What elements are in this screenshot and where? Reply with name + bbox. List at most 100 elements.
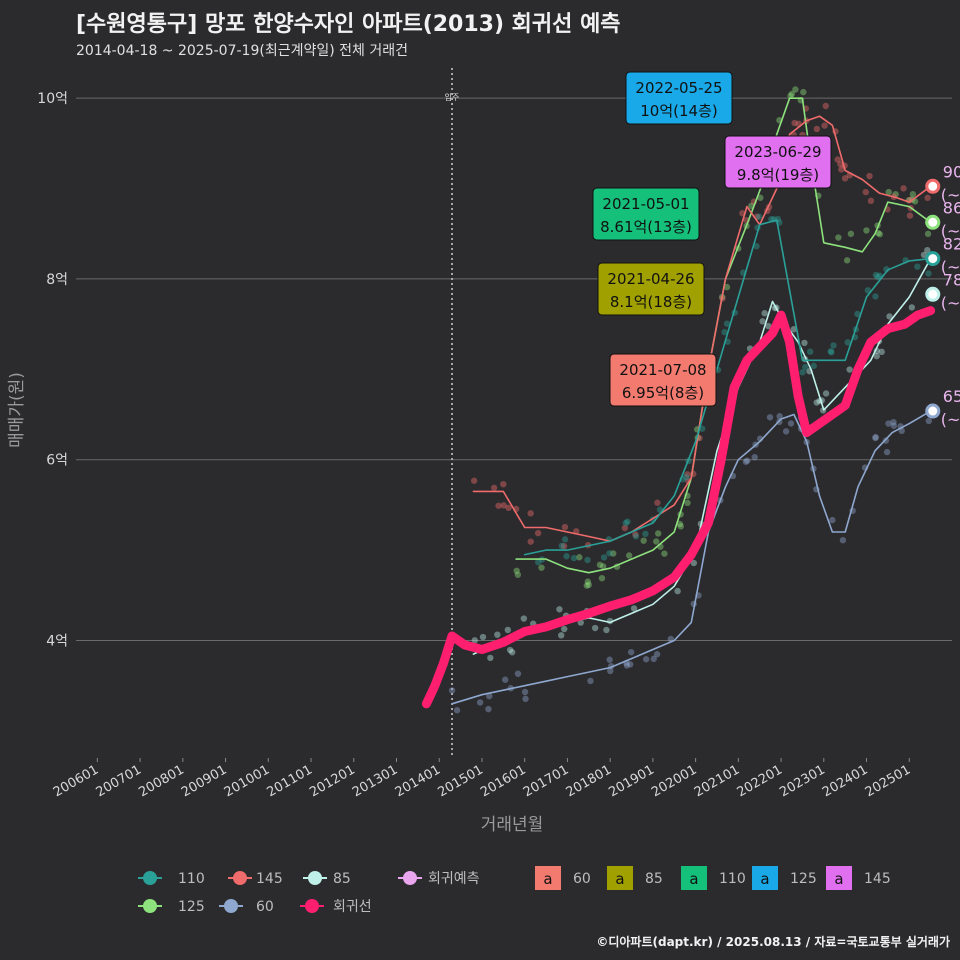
- scatter-point: [800, 88, 807, 96]
- scatter-point: [792, 86, 799, 93]
- legend-item: 145: [228, 871, 283, 887]
- scatter-point: [625, 552, 633, 559]
- scatter-point: [813, 399, 820, 406]
- scatter-point: [585, 581, 592, 589]
- scatter-point: [561, 536, 569, 543]
- scatter-point: [557, 632, 565, 639]
- scatter-point: [479, 633, 487, 641]
- legend-box-label: 145: [864, 871, 891, 887]
- forecast-size-label: (~85㎡): [941, 293, 960, 312]
- annotation-box: 2021-05-01 8.61억(13층): [592, 187, 700, 241]
- scatter-point: [556, 606, 563, 613]
- scatter-point: [683, 473, 690, 481]
- legend-box-label: 110: [719, 871, 746, 887]
- scatter-point: [520, 615, 528, 622]
- legend-key-dot: [308, 871, 322, 885]
- forecast-value-label: 78,300: [943, 270, 960, 289]
- scatter-point: [723, 320, 731, 327]
- scatter-point: [676, 520, 684, 528]
- scatter-point: [806, 348, 814, 355]
- scatter-point: [627, 648, 635, 656]
- legend-box-label: 125: [790, 871, 817, 887]
- x-tick-label: 201401: [393, 762, 443, 800]
- scatter-point: [505, 504, 512, 512]
- scatter-point: [508, 649, 516, 656]
- scatter-point: [674, 587, 681, 595]
- legend-box-label: 85: [645, 871, 663, 887]
- scatter-point: [925, 270, 932, 277]
- axis-layer: 4억6억8억10억2006012007012008012009012010012…: [7, 91, 913, 835]
- scatter-point: [873, 352, 880, 360]
- forecast-point: [925, 251, 941, 267]
- scatter-point: [558, 542, 565, 550]
- annotation-date: 2021-04-26: [607, 270, 694, 288]
- scatter-point: [513, 567, 520, 574]
- legend-box-swatch: [752, 866, 778, 890]
- scatter-point: [838, 166, 845, 173]
- scatter-point: [490, 484, 498, 491]
- scatter-point: [924, 194, 931, 202]
- scatter-point: [787, 420, 795, 427]
- scatter-point: [621, 524, 629, 532]
- scatter-point: [624, 518, 631, 525]
- x-tick-label: 202501: [863, 762, 913, 800]
- x-tick-label: 201801: [564, 762, 614, 800]
- scatter-point: [872, 434, 879, 442]
- scatter-point: [453, 707, 461, 714]
- scatter-point: [684, 499, 691, 507]
- legend-box-item: a 145: [826, 866, 891, 890]
- x-tick-label: 202201: [735, 762, 785, 800]
- scatter-point: [661, 550, 668, 557]
- scatter-point: [874, 273, 882, 281]
- scatter-point: [924, 230, 932, 238]
- scatter-point: [591, 624, 599, 632]
- scatter-point: [514, 670, 522, 677]
- scatter-point: [843, 257, 851, 264]
- scatter-point: [606, 550, 613, 557]
- legend-key-dot: [403, 871, 417, 885]
- scatter-point: [755, 213, 763, 220]
- scatter-point: [864, 287, 872, 294]
- legend-box-glyph: a: [689, 870, 698, 888]
- forecast-size-label: (~125㎡): [941, 221, 960, 240]
- scatter-point: [751, 453, 758, 461]
- legend-label: 회귀선: [333, 899, 372, 915]
- scatter-point: [890, 418, 897, 426]
- x-tick-label: 202101: [692, 762, 742, 800]
- scatter-point: [448, 687, 456, 694]
- scatter-point: [721, 328, 728, 336]
- scatter-point: [757, 194, 764, 201]
- scatter-point: [802, 363, 809, 371]
- scatter-point: [654, 499, 661, 506]
- scatter-point: [830, 342, 837, 349]
- scatter-point: [650, 655, 657, 663]
- scatter-point: [642, 656, 650, 663]
- scatter-point: [522, 695, 529, 703]
- scatter-point: [813, 125, 821, 133]
- scatter-point: [632, 531, 639, 538]
- legend-item: 125: [138, 899, 205, 915]
- scatter-point: [828, 349, 835, 356]
- legend-box-swatch: [826, 866, 852, 890]
- scatter-point: [500, 480, 507, 488]
- legend: 110 145 85 회귀예측 125 60 회귀선 a 60 a 85 a 110 a 125 a 145: [138, 866, 891, 915]
- scatter-point: [534, 529, 542, 537]
- x-tick-label: 201001: [222, 762, 272, 800]
- scatter-point: [632, 533, 640, 540]
- scatter-point: [622, 519, 630, 527]
- scatter-point: [561, 523, 569, 531]
- scatter-point: [908, 304, 916, 311]
- scatter-point: [742, 458, 750, 465]
- legend-box-glyph: a: [760, 870, 769, 888]
- legend-item: 85: [303, 871, 351, 887]
- y-tick-label: 8억: [46, 272, 68, 288]
- legend-box-item: a 125: [752, 866, 817, 890]
- scatter-point: [909, 191, 917, 198]
- annotation-bg: [625, 71, 733, 125]
- scatter-point: [761, 310, 768, 317]
- footer-credit: ©디아파트(dapt.kr) / 2025.08.13 / 자료=국토교통부 실…: [596, 935, 950, 949]
- scatter-point: [892, 191, 899, 198]
- forecast-size-label: (~145㎡): [941, 185, 960, 204]
- scatter-point: [924, 246, 931, 254]
- scatter-point: [867, 197, 875, 205]
